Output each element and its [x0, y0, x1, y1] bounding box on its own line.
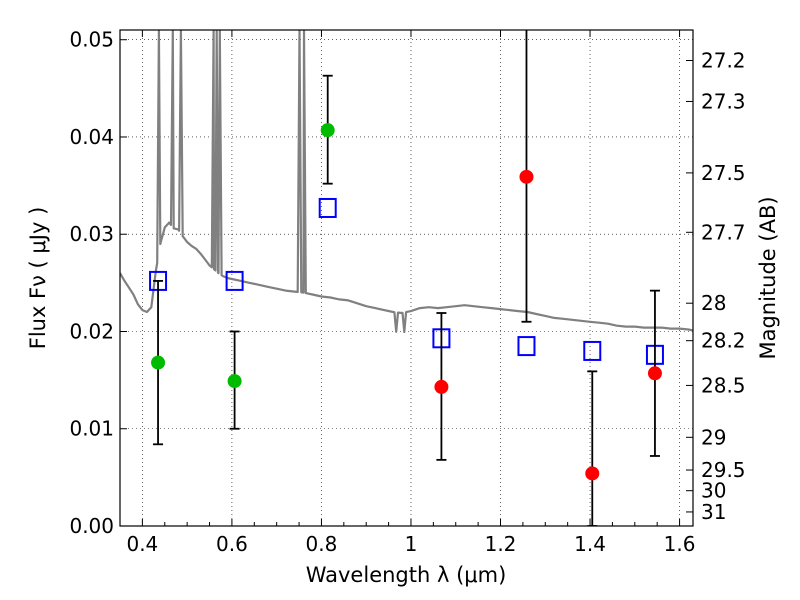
x-tick-label: 1 — [405, 532, 418, 556]
ticks: 0.4 0.6 0.8 1 1.2 1.4 1.6 0.00 0.01 0.02 0.03 0.04 0… — [69, 28, 745, 556]
x-axis-label-text: Wavelength λ (μm) — [306, 563, 507, 587]
observed-flux-point — [320, 123, 335, 138]
observed-flux-point — [227, 374, 242, 389]
mag-tick-label: 27.7 — [701, 220, 746, 244]
y-axis-label-left: Flux Fν ( μJy ) — [26, 207, 50, 350]
model-flux-square — [517, 336, 536, 357]
mag-tick-label: 27.2 — [701, 49, 746, 73]
y-tick-label: 0.00 — [69, 514, 114, 538]
observed-flux-point — [519, 169, 534, 184]
model-flux-square — [318, 197, 337, 218]
y-axis-label-right: Magnitude (AB) — [756, 196, 780, 359]
x-axis-label: Wavelength λ (μm) — [306, 563, 507, 587]
mag-tick-label: 29 — [701, 425, 726, 449]
template-spectrum-line — [120, 30, 693, 334]
model-flux-square — [583, 340, 602, 361]
mag-tick-label: 27.5 — [701, 161, 746, 185]
mag-tick-label: 31 — [701, 500, 726, 524]
mag-tick-label: 29.5 — [701, 458, 746, 482]
observed-flux-point — [151, 355, 166, 370]
y-tick-label: 0.01 — [69, 417, 114, 441]
observed-flux-point — [585, 466, 600, 481]
x-tick-label: 1.4 — [574, 532, 606, 556]
y-tick-label: 0.05 — [69, 28, 114, 52]
plot-frame — [119, 29, 694, 527]
mag-tick-label: 27.3 — [701, 89, 746, 113]
observed-flux-point — [434, 379, 449, 394]
mag-tick-label: 30 — [701, 479, 726, 503]
y-tick-label: 0.04 — [69, 125, 114, 149]
x-tick-label: 0.4 — [126, 532, 158, 556]
x-tick-label: 0.8 — [306, 532, 338, 556]
plot-area — [120, 30, 693, 526]
y-tick-label: 0.03 — [69, 222, 114, 246]
x-tick-label: 0.6 — [216, 532, 248, 556]
mag-tick-label: 28.5 — [701, 373, 746, 397]
mag-tick-label: 28 — [701, 291, 726, 315]
x-tick-label: 1.2 — [485, 532, 517, 556]
y-tick-label: 0.02 — [69, 319, 114, 343]
mag-tick-label: 28.2 — [701, 329, 746, 353]
grid — [120, 30, 693, 526]
x-tick-label: 1.6 — [664, 532, 696, 556]
model-flux-square — [225, 270, 244, 291]
observed-flux-point — [647, 366, 662, 381]
